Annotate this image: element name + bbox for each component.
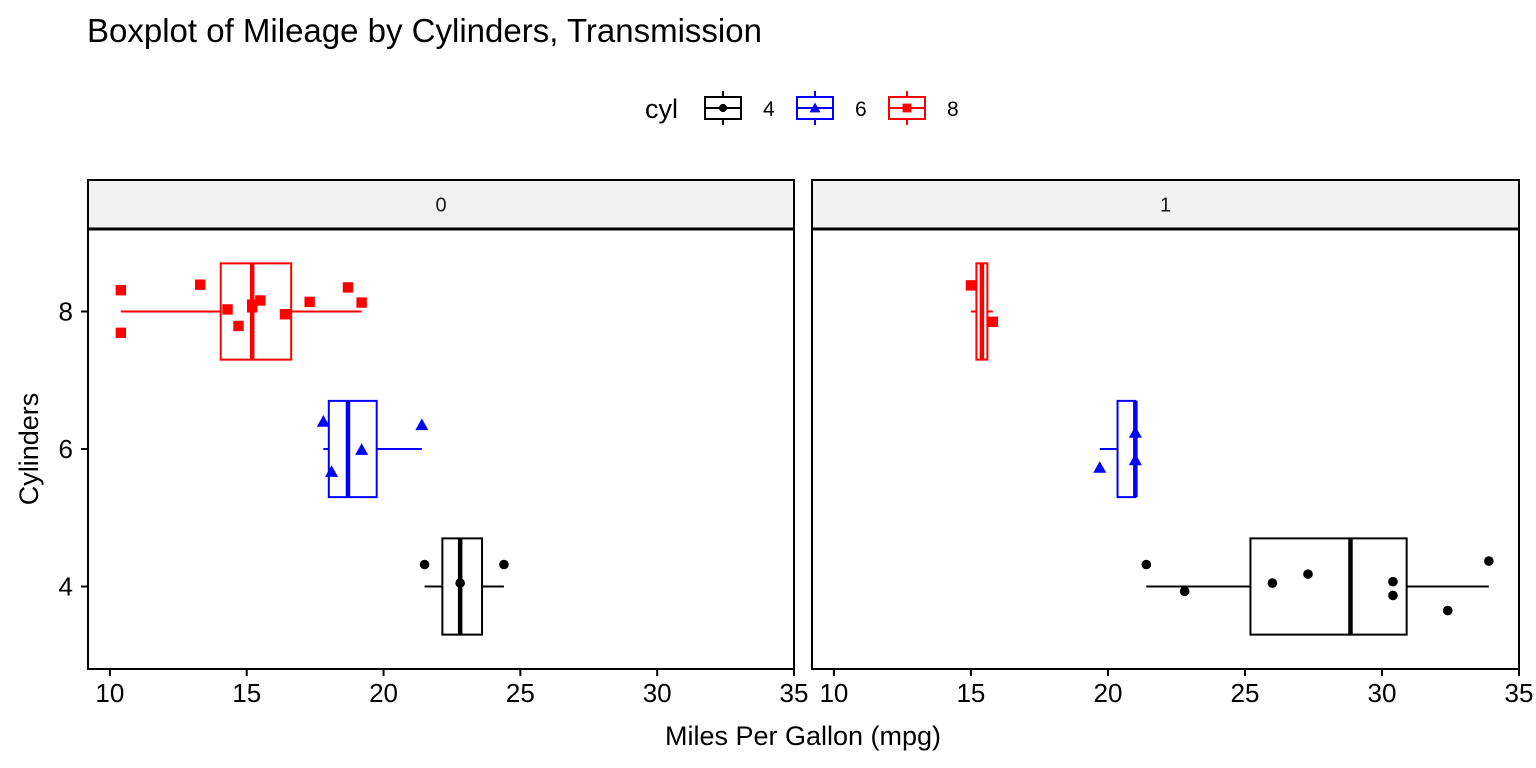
- data-point: [356, 297, 367, 308]
- x-tick-label: 25: [506, 678, 535, 708]
- data-point: [355, 443, 369, 455]
- legend-label: 4: [763, 98, 775, 121]
- box-cyl-4: [419, 537, 509, 636]
- facet-panel-1: 1 10 15 20 25 30 35: [811, 179, 1534, 708]
- data-point: [1179, 586, 1190, 597]
- x-tick-label: 10: [819, 678, 848, 708]
- x-tick-label: 10: [95, 678, 124, 708]
- legend-entry-8: 8: [888, 91, 959, 125]
- x-tick-label: 35: [780, 678, 809, 708]
- data-point: [499, 559, 509, 570]
- box: [1116, 399, 1137, 499]
- data-point: [1141, 559, 1152, 570]
- x-axis-label: Miles Per Gallon (mpg): [665, 721, 941, 751]
- data-point: [115, 284, 127, 296]
- x-tick-label: 20: [369, 678, 398, 708]
- y-tick-label: 6: [59, 434, 73, 464]
- data-point: [255, 295, 266, 306]
- facet-strip-label: 1: [1160, 195, 1171, 217]
- legend-label: 8: [947, 98, 959, 121]
- legend-entry-4: 4: [704, 91, 775, 125]
- data-point: [233, 320, 244, 332]
- legend-marker: [902, 103, 912, 113]
- data-point: [316, 415, 330, 427]
- box-cyl-6: [1093, 399, 1142, 499]
- data-point: [304, 296, 315, 308]
- data-point: [419, 559, 430, 570]
- data-point: [1093, 461, 1107, 473]
- data-point: [1484, 556, 1494, 566]
- y-tick-label: 4: [59, 572, 73, 602]
- legend-marker: [809, 102, 821, 113]
- legend-title: cyl: [645, 94, 678, 124]
- x-tick-label: 30: [643, 678, 672, 708]
- x-tick-label: 30: [1368, 678, 1397, 708]
- data-point: [415, 418, 429, 431]
- x-tick-label: 25: [1231, 678, 1260, 708]
- box: [1249, 537, 1408, 636]
- facet-panel-0: 0 10 15 20 25 30 35 4 6 8: [59, 179, 809, 708]
- facet-strip: [811, 179, 1520, 230]
- facet-panels: 0 10 15 20 25 30 35 4 6 8 1 10 15 20 25 30 35: [59, 179, 1534, 708]
- x-tick-label: 20: [1093, 678, 1122, 708]
- panel-border: [811, 228, 1520, 670]
- x-tick-label: 15: [956, 678, 985, 708]
- legend-entry-6: 6: [796, 91, 867, 125]
- data-point: [222, 304, 233, 315]
- data-point: [194, 279, 206, 290]
- data-point: [455, 578, 465, 588]
- data-point: [342, 282, 354, 293]
- data-point: [1128, 426, 1142, 438]
- box-cyl-4: [1141, 537, 1494, 636]
- facet-strip: [87, 179, 795, 230]
- data-point: [1267, 578, 1278, 588]
- data-point: [1442, 605, 1453, 616]
- box-cyl-8: [115, 262, 367, 361]
- box-cyl-8: [965, 262, 999, 361]
- data-point: [987, 316, 999, 328]
- data-point: [1128, 453, 1142, 466]
- y-tick-label: 8: [59, 297, 73, 327]
- legend-label: 6: [855, 98, 867, 121]
- x-tick-label: 35: [1505, 678, 1534, 708]
- legend-marker: [718, 103, 728, 113]
- data-point: [965, 280, 977, 291]
- data-point: [1388, 590, 1398, 601]
- data-point: [325, 465, 339, 477]
- facet-strip-label: 0: [435, 195, 446, 217]
- data-point: [246, 299, 258, 310]
- data-point: [115, 327, 127, 339]
- box: [327, 399, 378, 499]
- data-point: [1388, 576, 1398, 587]
- data-point: [1303, 569, 1313, 579]
- box-cyl-6: [316, 399, 429, 499]
- y-axis-label: Cylinders: [14, 393, 44, 506]
- chart-title: Boxplot of Mileage by Cylinders, Transmi…: [87, 12, 762, 49]
- legend: cyl 4 6 8: [645, 91, 959, 125]
- x-tick-label: 15: [232, 678, 261, 708]
- panel-border: [87, 228, 795, 670]
- data-point: [279, 309, 291, 320]
